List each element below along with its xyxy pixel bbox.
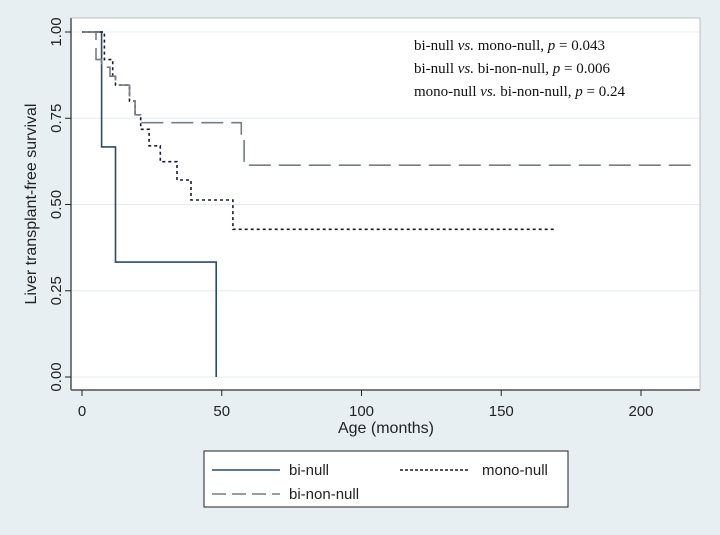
x-tick-label: 150 (489, 403, 514, 420)
legend-label: mono-null (482, 462, 548, 479)
curve-mono-null (82, 31, 555, 231)
legend-label: bi-non-null (289, 486, 359, 503)
y-tick-label: 1.00 (48, 17, 65, 46)
p-value-annotation: bi-null vs. bi-non-null, p = 0.006 (414, 61, 610, 77)
y-tick-label: 0.75 (48, 104, 65, 133)
y-tick-label: 0.25 (48, 276, 65, 305)
curve-bi-non-null (82, 31, 692, 166)
legend: bi-null mono-null bi-non-null (203, 450, 569, 508)
y-tick-label: 0.50 (48, 190, 65, 219)
x-tick-label: 100 (349, 403, 374, 420)
y-axis-label: Liver transplant-free survival (23, 104, 40, 305)
x-tick-label: 0 (78, 403, 86, 420)
p-value-annotation: mono-null vs. bi-non-null, p = 0.24 (414, 84, 625, 100)
p-value-annotation: bi-null vs. mono-null, p = 0.043 (414, 38, 605, 54)
x-axis-label: Age (months) (338, 420, 434, 437)
x-tick-label: 200 (628, 403, 653, 420)
x-tick-label: 50 (213, 403, 230, 420)
legend-label: bi-null (289, 462, 329, 479)
y-tick-label: 0.00 (48, 362, 65, 391)
